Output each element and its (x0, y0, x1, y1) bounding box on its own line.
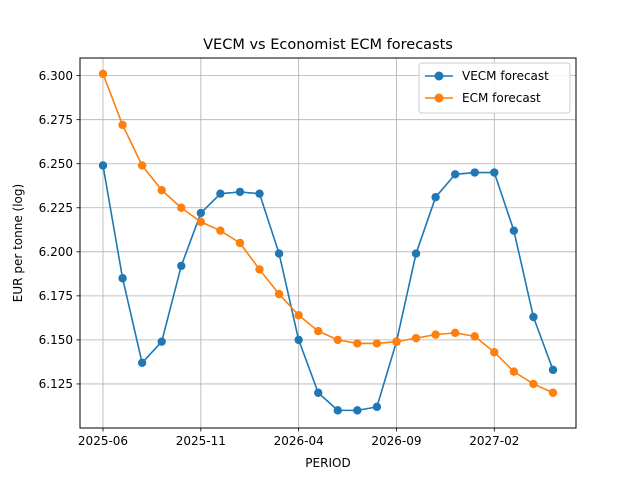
data-point-ecm (392, 337, 401, 346)
legend-marker-vecm (434, 71, 444, 81)
data-point-ecm (196, 217, 206, 227)
legend-box (418, 62, 571, 114)
data-point-ecm (157, 185, 166, 195)
x-tick-label: 2025-11 (176, 434, 226, 448)
grid (80, 58, 576, 428)
series-ecm (98, 69, 558, 397)
data-point-vecm (118, 274, 127, 283)
data-point-ecm (372, 339, 382, 348)
data-point-ecm (294, 311, 303, 320)
data-point-vecm (333, 406, 342, 415)
legend-marker-ecm (434, 93, 444, 103)
legend-label-ecm: ECM forecast (462, 91, 541, 105)
y-tick-label: 6.225 (39, 201, 73, 215)
data-point-vecm (216, 189, 225, 198)
data-point-vecm (431, 192, 440, 202)
data-point-vecm (353, 406, 362, 415)
data-point-vecm (314, 388, 323, 397)
y-axis: 6.125 6.150 6.175 6.200 6.225 6.250 6.275 6.300 (39, 69, 80, 391)
data-point-ecm (216, 226, 225, 235)
data-point-ecm (98, 69, 108, 79)
data-point-vecm (529, 312, 538, 322)
data-point-vecm (196, 208, 206, 218)
y-tick-label: 6.175 (39, 289, 73, 303)
data-point-vecm (411, 249, 421, 258)
data-point-ecm (548, 388, 558, 397)
x-axis: 2025-06 2025-11 2026-04 2026-09 2027-02 (78, 428, 519, 448)
data-point-ecm (411, 333, 421, 343)
data-point-vecm (137, 358, 147, 368)
y-axis-title: EUR per tonne (log) (11, 184, 25, 302)
data-point-vecm (372, 402, 382, 412)
data-point-vecm (235, 187, 245, 197)
x-axis-title: PERIOD (305, 456, 350, 470)
data-point-ecm (431, 330, 440, 339)
y-tick-label: 6.200 (39, 245, 73, 259)
y-tick-label: 6.275 (39, 113, 73, 127)
data-point-ecm (490, 348, 499, 357)
data-point-vecm (157, 337, 166, 346)
data-point-vecm (450, 170, 460, 179)
chart-title: VECM vs Economist ECM forecasts (203, 37, 453, 53)
data-point-vecm (255, 189, 264, 198)
y-tick-label: 6.250 (39, 157, 73, 171)
data-point-ecm (333, 335, 342, 345)
data-point-ecm (118, 120, 127, 130)
data-point-ecm (137, 161, 147, 170)
data-point-ecm (235, 238, 245, 248)
x-tick-label: 2026-04 (274, 434, 324, 448)
data-point-ecm (529, 379, 538, 389)
x-tick-label: 2027-02 (469, 434, 519, 448)
y-tick-label: 6.150 (39, 333, 73, 347)
data-point-ecm (509, 367, 519, 376)
plot-frame (79, 57, 577, 429)
x-tick-label: 2025-06 (78, 434, 128, 448)
data-point-vecm (470, 168, 479, 177)
x-tick-label: 2026-09 (371, 434, 421, 448)
data-point-ecm (470, 332, 479, 341)
data-point-ecm (450, 328, 460, 338)
data-point-vecm (177, 261, 186, 271)
y-tick-label: 6.125 (39, 377, 73, 391)
data-point-ecm (177, 203, 186, 212)
series-vecm (98, 161, 558, 415)
data-point-ecm (314, 326, 323, 336)
data-point-ecm (353, 339, 362, 348)
legend-label-vecm: VECM forecast (462, 69, 549, 83)
data-point-vecm (294, 335, 303, 345)
data-point-vecm (490, 168, 499, 177)
data-point-vecm (98, 161, 108, 170)
data-point-ecm (274, 289, 284, 299)
data-point-vecm (274, 249, 284, 258)
legend: VECM forecast ECM forecast (418, 62, 571, 114)
data-point-vecm (548, 365, 558, 375)
y-tick-label: 6.300 (39, 69, 73, 83)
series-area (98, 69, 558, 415)
data-point-vecm (509, 226, 519, 235)
data-point-ecm (255, 265, 264, 274)
